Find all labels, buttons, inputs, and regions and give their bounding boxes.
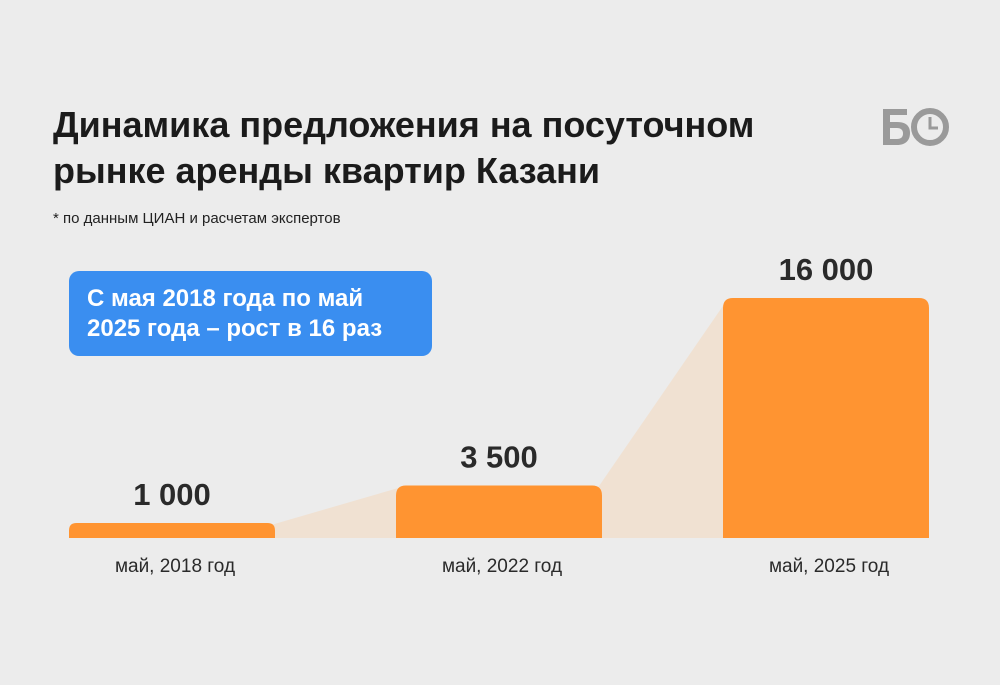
logo-clock-hands xyxy=(928,117,938,130)
logo-letter-b xyxy=(883,109,910,145)
chart-title: Динамика предложения на посуточном рынке… xyxy=(53,102,873,194)
data-label: 16 000 xyxy=(779,252,874,287)
bar xyxy=(396,485,602,538)
callout-line-1: С мая 2018 года по май xyxy=(87,285,364,312)
chart-title-line-2: рынке аренды квартир Казани xyxy=(53,150,601,191)
source-footnote: * по данным ЦИАН и расчетам экспертов xyxy=(53,210,341,227)
chart-title-line-1: Динамика предложения на посуточном xyxy=(53,104,755,145)
bar xyxy=(69,523,275,538)
bar xyxy=(723,298,929,538)
growth-callout: С мая 2018 года по май 2025 года – рост … xyxy=(69,271,432,356)
data-label: 3 500 xyxy=(460,440,538,475)
growth-connector xyxy=(271,487,400,538)
category-label: май, 2025 год xyxy=(769,556,889,577)
data-label: 1 000 xyxy=(133,477,211,512)
logo-clock-ring xyxy=(911,108,949,146)
bo-logo-icon xyxy=(883,108,949,146)
growth-connector xyxy=(598,300,727,538)
category-label: май, 2018 год xyxy=(115,556,235,577)
category-label: май, 2022 год xyxy=(442,556,562,577)
callout-line-2: 2025 года – рост в 16 раз xyxy=(87,315,383,342)
